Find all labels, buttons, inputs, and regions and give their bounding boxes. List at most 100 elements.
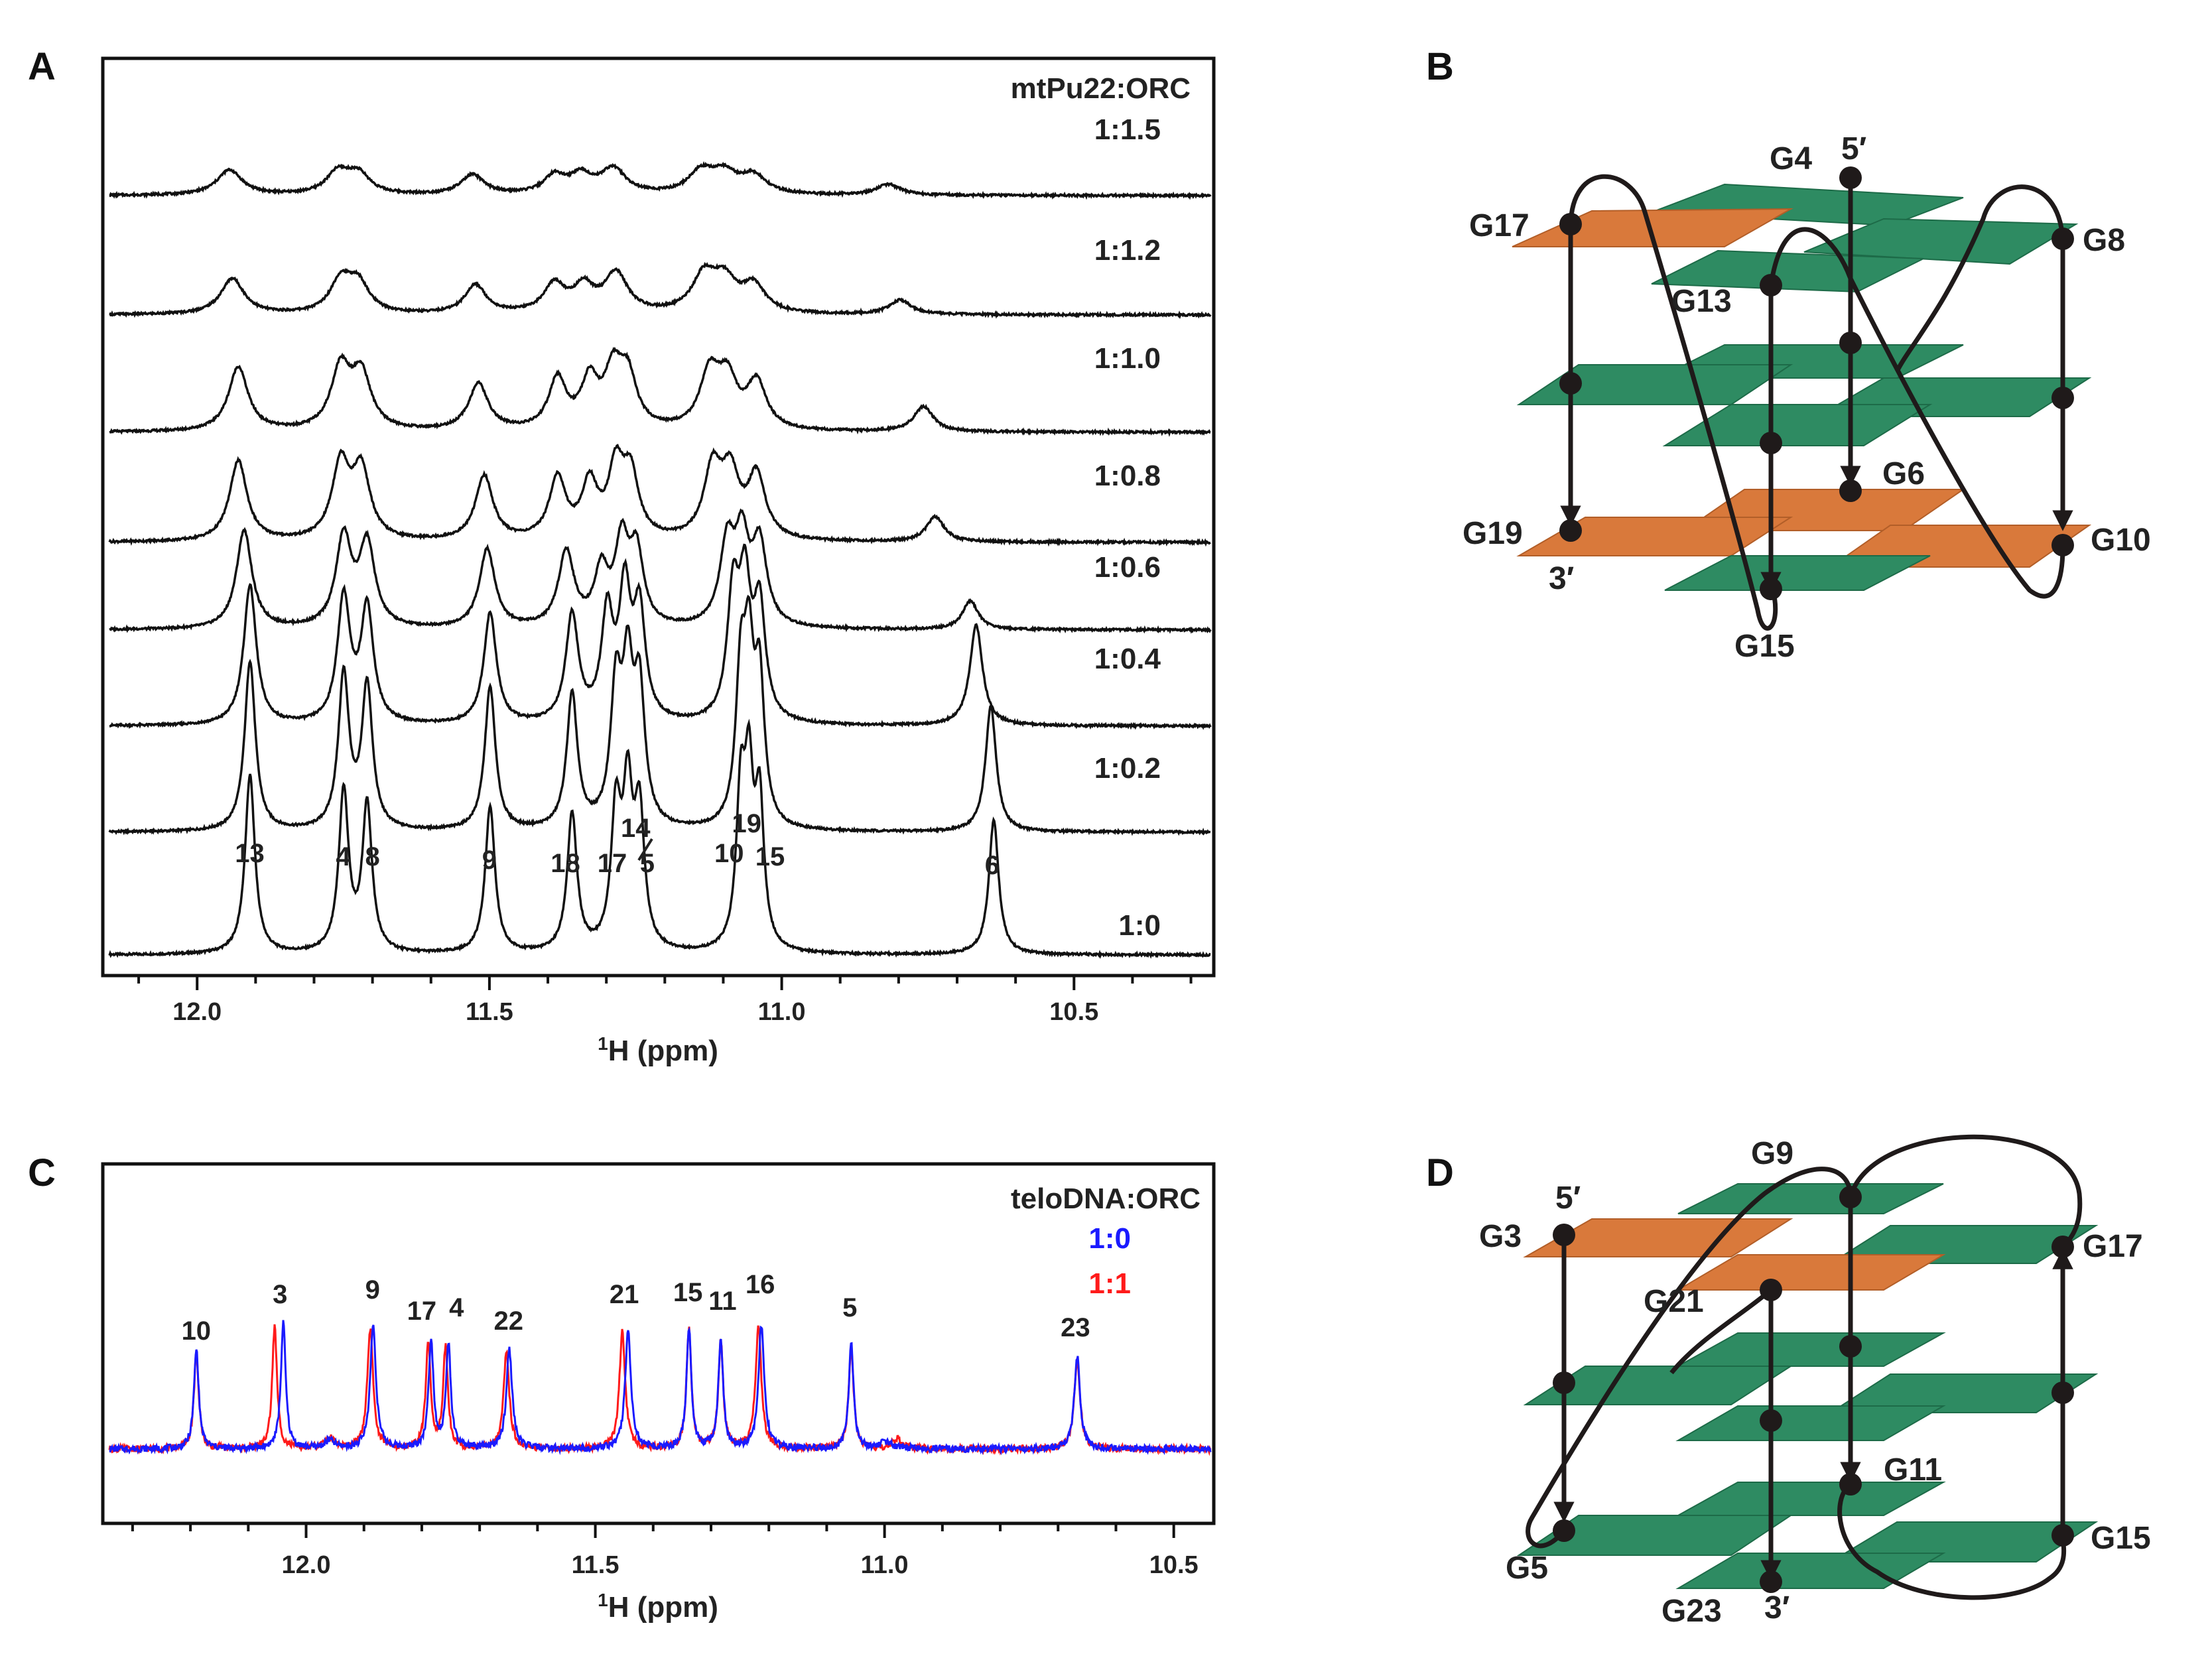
chart-a-peak-label: 14 [621,814,651,843]
chart-a-peak-label: 13 [235,839,265,868]
b-node-g15 [1760,578,1782,600]
b-label-g10: G10 [2091,523,2151,558]
b-label-g8: G8 [2083,223,2125,258]
d-loop-1 [1526,1167,1853,1549]
chart-c-title: teloDNA:ORC [1011,1182,1201,1215]
chart-a-row-label: 1:0.6 [1094,551,1161,584]
chart-a-spectrum-1:0.8 [108,444,1211,547]
chart-c-peak-label: 5 [842,1293,857,1322]
b-label-3prime: 3′ [1549,561,1574,596]
chart-a-x-axis-label: 1H (ppm) [598,1033,718,1067]
chart-a-row-label: 1:0.2 [1094,752,1161,785]
chart-c-tick-label: 12.0 [282,1551,331,1579]
d-label-g23: G23 [1661,1594,1722,1629]
d-label-g3: G3 [1479,1219,1522,1254]
d-tetrad-mid-back [1675,1332,1946,1367]
chart-c-tick-label: 11.0 [861,1551,909,1579]
diagram-b: G4 5′ G17 G8 G13 G6 G19 3′ G10 G15 [1463,131,2151,664]
chart-c-x-axis-sup: 1 [598,1590,608,1610]
chart-a-spectrum-1:0.4 [109,543,1212,730]
d-loop-3 [1837,1482,2067,1600]
b-loop-2 [1894,184,2065,373]
chart-a-peak-label: 10 [714,839,744,868]
b-node-g4-mid [1839,332,1862,354]
chart-a-peak-label: 18 [551,849,580,878]
b-label-g15: G15 [1734,629,1795,664]
chart-a-spectrum-1:1.5 [109,160,1212,200]
chart-a-peak-label: 6 [985,851,1000,880]
chart-a-spectrum-1:0.6 [109,508,1212,634]
panel-label-c: C [28,1151,56,1194]
d-label-g5: G5 [1506,1551,1548,1586]
d-loop-2 [1848,1134,2083,1249]
d-node-g15 [2051,1524,2074,1547]
chart-a-peak-label: 9 [482,846,497,875]
chart-a-tick-label: 12.0 [172,998,222,1026]
d-backbone [1526,1134,2083,1600]
b-node-g17-mid [1559,372,1582,395]
chart-c-spectrum-blue [109,1320,1212,1456]
d-label-g11: G11 [1884,1452,1942,1488]
b-label-g19: G19 [1463,516,1523,551]
chart-c-x-axis-text: H (ppm) [608,1591,718,1624]
chart-a-row-label: 1:1.5 [1094,113,1161,146]
chart-a-peak-label: 19 [732,809,761,838]
d-node-g21 [1760,1279,1782,1301]
chart-c-peak-labels: 10 3 9 17 4 22 21 15 11 16 5 23 [182,1270,1090,1346]
d-node-g11 [1839,1473,1862,1496]
d-node-g5 [1553,1519,1575,1542]
d-node-g17-mid [2051,1381,2074,1404]
chart-a: 12.0 11.5 11.0 10.5 1:0 1:0.2 1:0.4 1:0.6 1:0.8… [101,56,1216,1067]
b-node-g19 [1559,519,1582,542]
b-node-g10 [2051,534,2074,556]
chart-c-peak-label: 3 [273,1280,287,1309]
b-node-g13-mid [1760,432,1782,454]
d-tetrad-mid-left [1523,1366,1793,1405]
chart-c-x-axis-label: 1H (ppm) [598,1590,718,1624]
d-tetrad-top-front [1675,1254,1946,1291]
chart-a-frame [101,56,1216,978]
chart-a-spectrum-1:0 [108,718,1211,959]
panel-label-b: B [1426,45,1454,88]
d-node-g9 [1839,1186,1862,1208]
chart-c-tick-label: 10.5 [1149,1551,1199,1579]
b-node-g13 [1760,274,1782,296]
chart-c-peak-label: 10 [182,1316,212,1346]
d-node-g21-mid [1760,1409,1782,1432]
chart-c-frame [101,1162,1216,1525]
b-loop-1 [1568,174,1778,631]
chart-a-slash-mark [637,838,653,861]
b-node-g8 [2051,227,2074,250]
chart-c-peak-label: 16 [746,1270,775,1299]
d-node-g17 [2051,1236,2074,1258]
b-tetrad-bot-left [1516,517,1793,556]
b-tetrad-bot-front [1664,555,1931,591]
chart-c-peak-label: 23 [1061,1313,1090,1342]
chart-a-peak-label: 5 [640,849,655,878]
chart-a-row-label: 1:1.0 [1094,342,1161,375]
chart-a-title: mtPu22:ORC [1011,72,1191,105]
d-label-g21: G21 [1644,1284,1704,1319]
chart-c-legend-blue: 1:0 [1088,1222,1131,1255]
b-node-g8-mid [2051,387,2074,409]
chart-a-row-label: 1:1.2 [1094,234,1161,267]
d-loop-4 [1669,1288,1773,1375]
d-node-g3 [1553,1224,1575,1246]
d-node-g9-mid [1839,1335,1862,1358]
chart-a-peak-label: 4 [336,842,351,871]
b-node-g6 [1839,479,1862,502]
chart-c-peak-label: 21 [610,1280,639,1309]
chart-a-peak-label: 15 [755,842,785,871]
panel-label-d: D [1426,1151,1454,1194]
d-label-g9: G9 [1751,1136,1793,1171]
chart-a-spectrum-1:1.0 [109,346,1211,437]
chart-a-tick-label: 10.5 [1049,998,1098,1026]
chart-a-peak-label: 8 [365,842,379,871]
chart-a-spectrum-1:0.2 [108,594,1211,836]
chart-c-legend-red: 1:1 [1088,1267,1131,1300]
d-label-g17: G17 [2083,1229,2143,1264]
chart-c-peak-label: 15 [673,1278,703,1307]
d-label-g15: G15 [2091,1521,2151,1556]
chart-c-spectra [108,1320,1212,1456]
